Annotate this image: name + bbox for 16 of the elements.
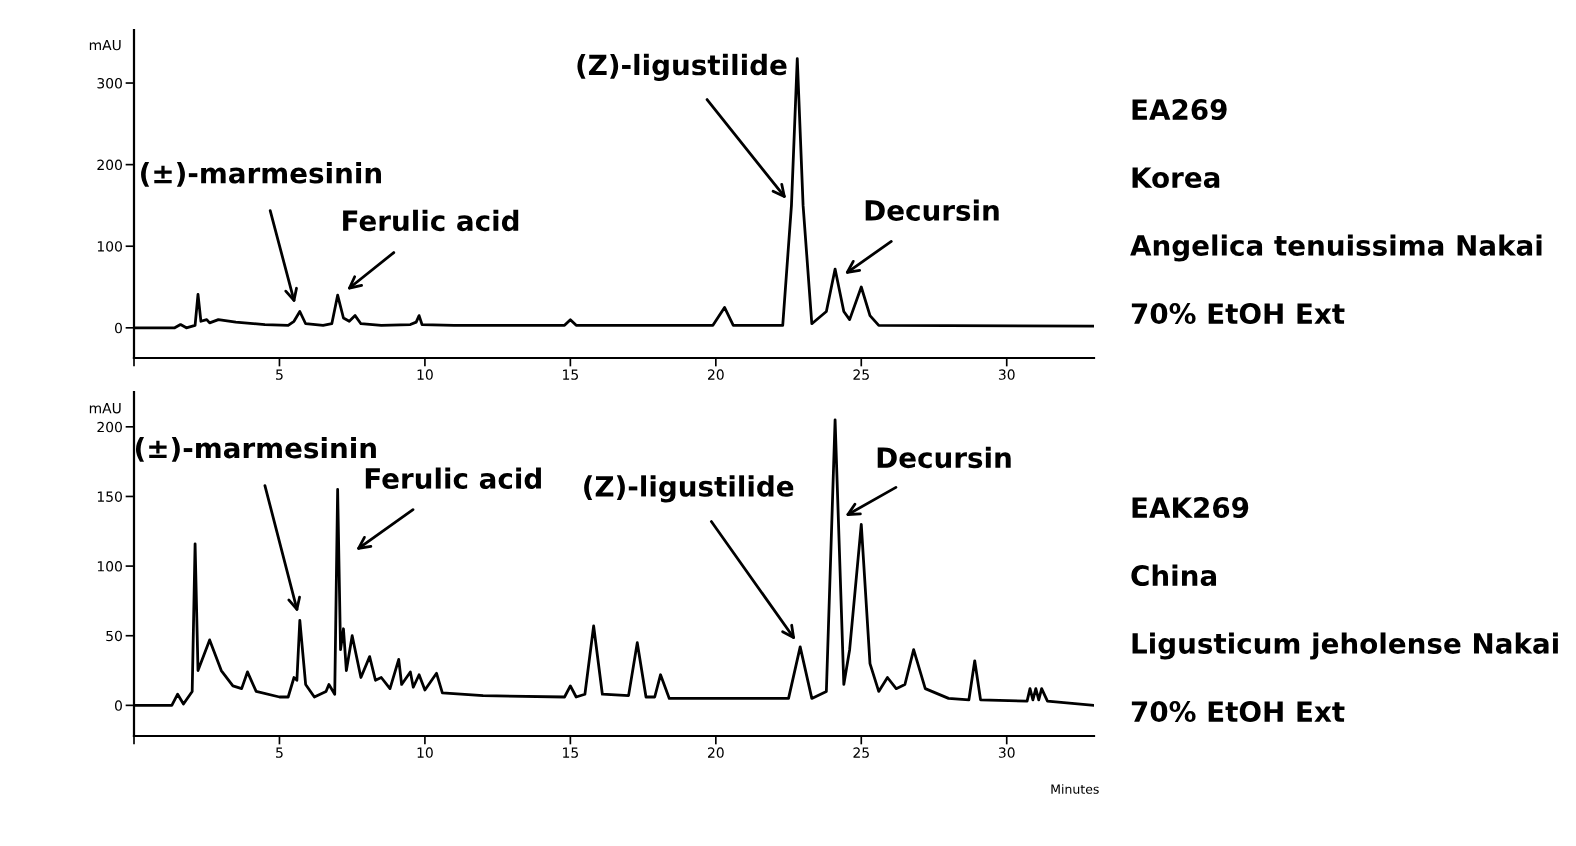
annotation: Ferulic acid <box>343 209 519 232</box>
annotation: Ferulic acid <box>365 467 541 490</box>
text: Korea <box>1132 167 1220 189</box>
text: Ligusticum jeholense Nakai <box>1132 632 1558 660</box>
annotation: (Z)-ligustilide <box>577 53 787 81</box>
text: 70% EtOH Ext <box>1131 303 1345 325</box>
text: China <box>1131 564 1217 587</box>
text: EAK269 <box>1132 497 1249 519</box>
text: 70% EtOH Ext <box>1131 701 1345 723</box>
annotation: (±)-marmesinin <box>141 162 381 187</box>
annotation: Decursin <box>865 199 999 221</box>
annotation: Decursin <box>877 446 1011 469</box>
annotation: (±)-marmesinin <box>135 436 376 462</box>
annotation: (Z)-ligustilide <box>584 475 794 503</box>
text: Angelica tenuissima Nakai <box>1130 234 1542 262</box>
text: EA269 <box>1132 99 1227 121</box>
